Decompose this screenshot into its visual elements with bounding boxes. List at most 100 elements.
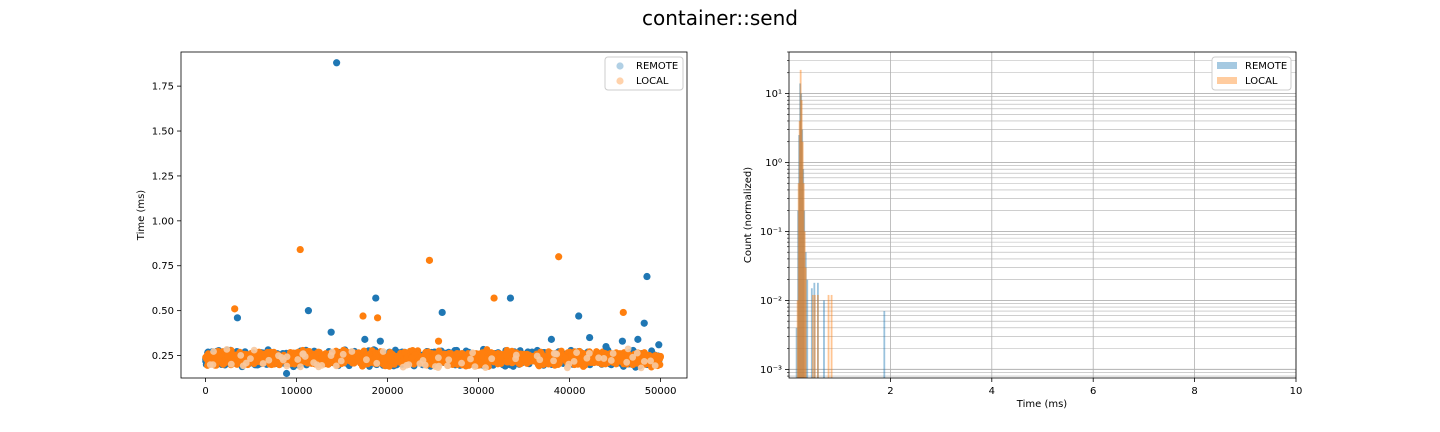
histogram-panel: 2 4 6 8 10 10⁻³ 10⁻² 10⁻¹ 10⁰ 10¹ Count (normali… — [743, 51, 1303, 410]
histogram-bar-remote — [804, 252, 807, 378]
bulk-point — [599, 348, 607, 356]
histogram-y-tick-label: 10⁻¹ — [760, 227, 782, 238]
histogram-bar-remote — [883, 311, 886, 378]
scatter-point-remote — [575, 312, 583, 320]
bulk-point — [522, 353, 530, 360]
bulk-point — [210, 348, 217, 355]
histogram-bar-remote — [799, 83, 802, 378]
legend-remote-swatch — [1217, 62, 1237, 69]
histogram-bars — [795, 69, 886, 379]
histogram-y-ticks: 10⁻³ 10⁻² 10⁻¹ 10⁰ 10¹ — [760, 51, 789, 377]
scatter-y-ticks: 0.25 0.50 0.75 1.00 1.25 1.50 1.75 — [152, 82, 181, 362]
bulk-point — [651, 352, 659, 359]
histogram-bar-local — [804, 267, 807, 378]
bulk-point — [503, 346, 511, 354]
bulk-point — [602, 360, 609, 368]
histogram-bar-local — [797, 183, 800, 378]
histogram-x-tick-label: 10 — [1290, 386, 1303, 397]
bulk-point — [496, 354, 504, 362]
bulk-point — [607, 357, 615, 364]
scatter-x-tick-label: 0 — [202, 386, 208, 397]
histogram-y-tick-label: 10¹ — [765, 89, 782, 100]
scatter-x-tick-label: 20000 — [372, 386, 404, 397]
bulk-point — [604, 350, 612, 358]
histogram-bar-remote — [795, 327, 798, 378]
histogram-bar-remote — [801, 129, 804, 378]
hist-legend-remote-label: REMOTE — [1245, 61, 1287, 72]
bulk-point — [326, 359, 334, 367]
legend-remote-label: REMOTE — [636, 61, 678, 72]
scatter-point-remote — [547, 335, 555, 343]
bulk-point — [279, 356, 287, 364]
scatter-panel: 0 10000 20000 30000 40000 50000 0.25 0.50 0.75 1… — [136, 51, 688, 397]
bulk-point — [637, 364, 645, 372]
bulk-point — [564, 363, 571, 371]
histogram-y-tick-label: 10⁻³ — [760, 365, 782, 376]
bulk-point — [434, 354, 442, 362]
scatter-y-tick-label: 1.25 — [152, 171, 174, 182]
histogram-bar-remote — [797, 210, 800, 378]
histogram-bar-local — [799, 69, 802, 378]
bulk-point — [471, 363, 479, 371]
histogram-bar-local — [798, 120, 801, 378]
scatter-point-local — [296, 245, 304, 254]
scatter-point-remote — [376, 337, 384, 345]
bulk-point — [550, 357, 557, 365]
bulk-point — [461, 353, 469, 361]
histogram-bar-local — [801, 141, 804, 378]
scatter-plot-area — [181, 52, 687, 378]
bulk-point — [265, 356, 273, 364]
scatter-point-remote — [282, 369, 291, 378]
bulk-point — [458, 359, 465, 367]
scatter-point-remote — [634, 335, 642, 343]
bulk-point — [314, 348, 322, 356]
histogram-x-tick-label: 6 — [1090, 386, 1096, 397]
bulk-point — [261, 350, 268, 358]
bulk-point — [348, 348, 356, 355]
bulk-point — [623, 358, 631, 366]
bulk-point — [482, 364, 489, 372]
bulk-point — [453, 349, 461, 357]
bulk-point — [600, 355, 608, 362]
scatter-frame — [180, 51, 688, 379]
scatter-x-tick-label: 30000 — [463, 386, 495, 397]
histogram-bar-remote — [823, 300, 825, 378]
histogram-bar-remote — [813, 282, 816, 378]
histogram-bar-remote — [806, 279, 809, 378]
scatter-point-local — [490, 294, 498, 302]
histogram-bar-local — [803, 231, 806, 378]
scatter-point-remote — [333, 59, 341, 67]
histogram-frame — [788, 51, 1297, 379]
scatter-point-local — [434, 337, 443, 345]
scatter-point-remote — [233, 314, 242, 322]
bulk-point — [250, 346, 258, 354]
scatter-point-remote — [361, 335, 369, 343]
bulk-point — [379, 348, 387, 355]
bulk-point — [270, 348, 278, 356]
histogram-x-tick-label: 2 — [887, 386, 893, 397]
legend-remote-marker — [616, 62, 624, 70]
bulk-point — [363, 356, 370, 364]
bulk-point — [339, 350, 347, 358]
scatter-y-tick-label: 1.75 — [152, 82, 174, 93]
bulk-point — [274, 360, 282, 367]
bulk-point — [595, 354, 603, 362]
histogram-bar-local — [811, 294, 814, 378]
scatter-bulk-points — [202, 345, 664, 372]
bulk-point — [318, 361, 326, 369]
histogram-bar-local — [813, 294, 816, 378]
scatter-y-tick-label: 0.50 — [152, 306, 174, 317]
histogram-bar-local — [796, 300, 799, 378]
scatter-point-remote — [304, 307, 313, 315]
bulk-point — [259, 360, 267, 367]
histogram-bar-remote — [800, 93, 803, 378]
bulk-point — [224, 352, 231, 360]
bulk-point — [332, 362, 340, 370]
histogram-bar-remote — [810, 288, 813, 378]
scatter-x-tick-label: 50000 — [645, 386, 677, 397]
scatter-point-local — [359, 312, 367, 320]
bulk-point — [585, 349, 593, 357]
legend-local-swatch — [1217, 77, 1237, 84]
scatter-x-tick-label: 40000 — [554, 386, 586, 397]
